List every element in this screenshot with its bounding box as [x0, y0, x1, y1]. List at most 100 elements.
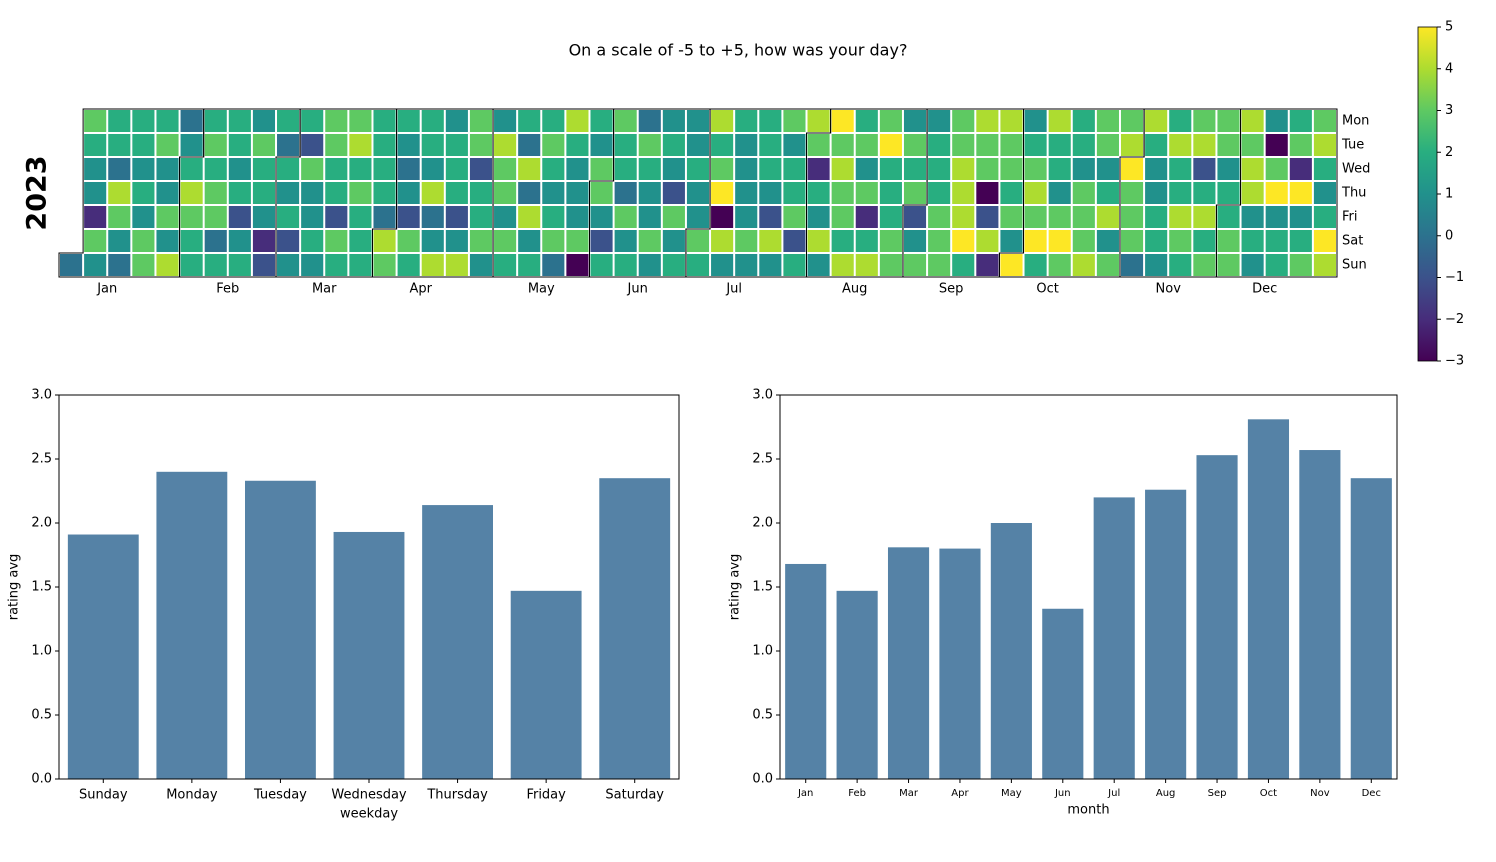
day-cell: [1313, 206, 1336, 228]
day-cell: [1096, 206, 1119, 228]
y-axis-label: rating avg: [7, 554, 22, 621]
day-cell: [373, 182, 396, 204]
y-tick-label: 2.0: [31, 516, 52, 531]
day-cell: [928, 182, 951, 204]
day-cell: [1120, 110, 1144, 132]
day-cell: [759, 206, 782, 228]
day-cell: [1096, 254, 1119, 276]
day-cell: [518, 182, 541, 204]
day-cell: [494, 254, 517, 276]
x-tick-label: Jul: [1107, 788, 1120, 799]
day-cell: [301, 134, 324, 156]
day-cell: [566, 110, 589, 132]
month-label: Dec: [1252, 282, 1277, 297]
day-cell: [783, 182, 806, 204]
day-cell: [855, 182, 878, 204]
day-cell: [1072, 182, 1095, 204]
day-cell: [879, 134, 902, 156]
day-cell: [180, 206, 203, 228]
day-cell: [1169, 110, 1192, 132]
day-cell: [807, 110, 830, 132]
day-cell: [252, 182, 276, 204]
day-cell: [879, 254, 902, 276]
day-cell: [952, 230, 975, 252]
day-cell: [469, 158, 493, 180]
day-cell: [325, 254, 348, 276]
day-cell: [228, 134, 251, 156]
y-tick-label: 1.5: [752, 580, 773, 595]
weekday-label: Tue: [1341, 138, 1364, 153]
y-tick-label: 2.5: [31, 452, 52, 467]
chart-title: On a scale of -5 to +5, how was your day…: [569, 41, 908, 60]
day-cell: [156, 134, 179, 156]
day-cell: [252, 230, 276, 252]
y-tick-label: 3.0: [752, 388, 773, 403]
x-tick-label: Aug: [1156, 788, 1176, 799]
day-cell: [397, 206, 420, 228]
day-cell: [759, 230, 782, 252]
day-cell: [879, 206, 902, 228]
day-cell: [349, 254, 372, 276]
x-tick-label: Tuesday: [253, 788, 307, 803]
day-cell: [928, 134, 951, 156]
day-cell: [156, 254, 179, 276]
day-cell: [928, 110, 951, 132]
day-cell: [831, 110, 854, 132]
month-label: Apr: [409, 282, 432, 297]
x-tick-label: Saturday: [605, 788, 664, 803]
day-cell: [421, 158, 444, 180]
day-cell: [735, 134, 758, 156]
day-cell: [1241, 110, 1264, 132]
month-label: Jul: [725, 282, 742, 297]
day-cell: [614, 110, 637, 132]
day-cell: [132, 206, 155, 228]
day-cell: [108, 110, 131, 132]
day-cell: [397, 182, 420, 204]
day-cell: [928, 254, 951, 276]
day-cell: [132, 110, 155, 132]
day-cell: [807, 206, 830, 228]
day-cell: [108, 182, 131, 204]
month-label: Jun: [627, 282, 648, 297]
day-cell: [277, 230, 300, 252]
day-cell: [783, 230, 806, 252]
day-cell: [349, 206, 372, 228]
axes-frame: [779, 394, 1398, 780]
day-cell: [469, 206, 493, 228]
day-cell: [952, 254, 975, 276]
day-cell: [686, 230, 710, 252]
day-cell: [132, 134, 155, 156]
day-cell: [277, 182, 300, 204]
day-cell: [566, 254, 589, 276]
day-cell: [638, 206, 661, 228]
day-cell: [1193, 230, 1216, 252]
bar: [1299, 450, 1341, 779]
bar: [1350, 478, 1392, 779]
day-cell: [1048, 206, 1071, 228]
y-tick-label: 2.0: [752, 516, 773, 531]
day-cell: [783, 134, 806, 156]
day-cell: [879, 110, 902, 132]
day-cell: [156, 110, 179, 132]
x-tick-label: Monday: [166, 788, 218, 803]
day-cell: [566, 182, 589, 204]
bar: [67, 534, 139, 779]
day-cell: [903, 206, 927, 228]
day-cell: [1072, 134, 1095, 156]
day-cell: [1265, 182, 1288, 204]
day-cell: [855, 134, 878, 156]
day-cell: [1120, 134, 1144, 156]
day-cell: [421, 182, 444, 204]
day-cell: [252, 110, 276, 132]
day-cell: [1217, 158, 1240, 180]
day-cell: [1241, 206, 1264, 228]
colorbar-tick-label: −3: [1445, 354, 1464, 369]
day-cell: [156, 230, 179, 252]
day-cell: [397, 254, 420, 276]
day-cell: [807, 182, 830, 204]
weekday-label: Wed: [1342, 162, 1370, 177]
y-tick-label: 0.0: [31, 772, 52, 787]
day-cell: [542, 230, 565, 252]
day-cell: [494, 134, 517, 156]
bar: [422, 505, 493, 779]
